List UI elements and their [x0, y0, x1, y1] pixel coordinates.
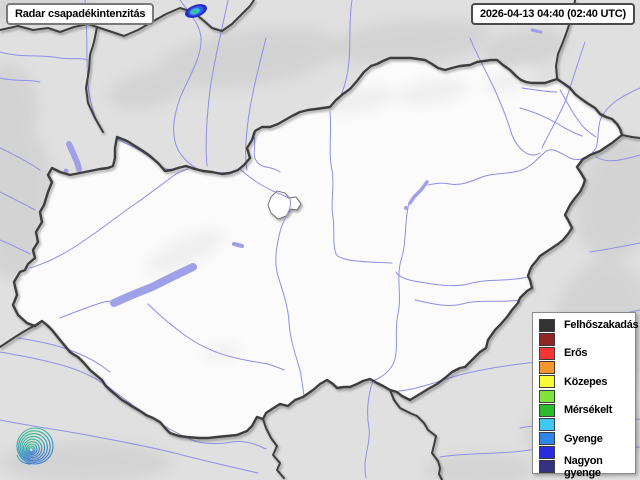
legend-label: Mérsékelt	[564, 404, 613, 417]
lake-tisza	[408, 180, 429, 205]
river-austria-1	[0, 147, 41, 171]
lake-sirava	[530, 28, 543, 34]
intensity-legend: Felhőszakadás Erős Közepes Mérsékelt Gyenge N…	[532, 312, 639, 479]
river-austria-3	[0, 239, 31, 255]
legend-row: Mérsékelt	[539, 403, 635, 417]
lake-ferto	[66, 141, 82, 172]
river-koros-1	[395, 271, 529, 287]
map-title: Radar csapadékintenzitás	[15, 8, 146, 20]
border-croatia-serbia	[262, 418, 285, 479]
legend-color-swatch	[539, 460, 555, 474]
legend-row: Gyenge	[539, 432, 635, 446]
legend-label: Erős	[564, 347, 588, 360]
river-raba	[29, 168, 189, 269]
river-koros-2	[414, 299, 521, 306]
river-romania-1	[589, 242, 640, 253]
legend-items: Felhőszakadás Erős Közepes Mérsékelt Gyenge N…	[539, 318, 639, 479]
river-ipoly	[252, 132, 281, 173]
river-mura	[17, 337, 111, 373]
river-sio	[147, 303, 285, 371]
legend-row: Nagyon gyenge	[539, 455, 635, 479]
river-zagyva	[329, 111, 393, 264]
border-austria-slovakia	[85, 26, 104, 133]
legend-row: Felhőszakadás	[539, 318, 639, 332]
river-nitra	[205, 0, 229, 167]
legend-color-swatch	[539, 417, 555, 431]
legend-color-swatch	[539, 446, 555, 460]
legend-label: Nagyon gyenge	[564, 454, 603, 479]
legend-color-swatch	[539, 375, 555, 389]
legend-label: Felhőszakadás	[564, 319, 639, 332]
river-szamos	[595, 154, 640, 162]
river-bodrog-1	[469, 37, 541, 156]
radar-echo	[185, 4, 207, 18]
legend-label: Közepes	[564, 375, 608, 388]
river-latorica	[559, 89, 597, 138]
legend-row	[539, 361, 635, 375]
legend-color-swatch	[539, 361, 555, 375]
radar-echo-center	[191, 10, 197, 14]
legend-row	[539, 389, 635, 403]
legend-color-swatch	[539, 403, 555, 417]
hungary-territory	[13, 58, 622, 438]
hungaromet-logo-icon	[16, 427, 54, 465]
border-ukraine-romania	[621, 134, 640, 139]
legend-color-swatch	[539, 332, 555, 346]
river-tisza-upper	[427, 87, 640, 186]
lake-tisza-south	[404, 206, 408, 210]
legend-color-swatch	[539, 346, 555, 360]
legend-row	[539, 332, 635, 346]
lakes	[63, 28, 543, 307]
river-austria-2	[0, 191, 36, 211]
timestamp-badge: 2026-04-13 04:40 (02:40 UTC)	[470, 3, 635, 25]
legend-color-swatch	[539, 318, 555, 332]
lake-velencei	[232, 242, 244, 248]
river-sava	[0, 419, 259, 474]
legend-label: Gyenge	[564, 432, 603, 445]
river-czech-2	[0, 77, 41, 83]
river-czech-1	[0, 51, 89, 61]
hungary-border	[11, 56, 624, 440]
river-ung	[519, 107, 583, 137]
legend-row	[539, 417, 635, 431]
border-serbia-romania	[389, 389, 443, 480]
river-bodrog-3	[521, 87, 558, 93]
river-hron	[245, 37, 267, 171]
legend-color-swatch	[539, 432, 555, 446]
legend-color-swatch	[539, 389, 555, 403]
legend-row	[539, 446, 635, 460]
river-vah	[173, 0, 202, 170]
legend-row: Erős	[539, 346, 635, 360]
lake-balaton	[110, 263, 197, 307]
map-title-badge: Radar csapadékintenzitás	[6, 3, 155, 25]
timestamp-text: 2026-04-13 04:40 (02:40 UTC)	[479, 8, 626, 20]
river-tisza-lower	[364, 202, 410, 479]
legend-row: Közepes	[539, 375, 635, 389]
